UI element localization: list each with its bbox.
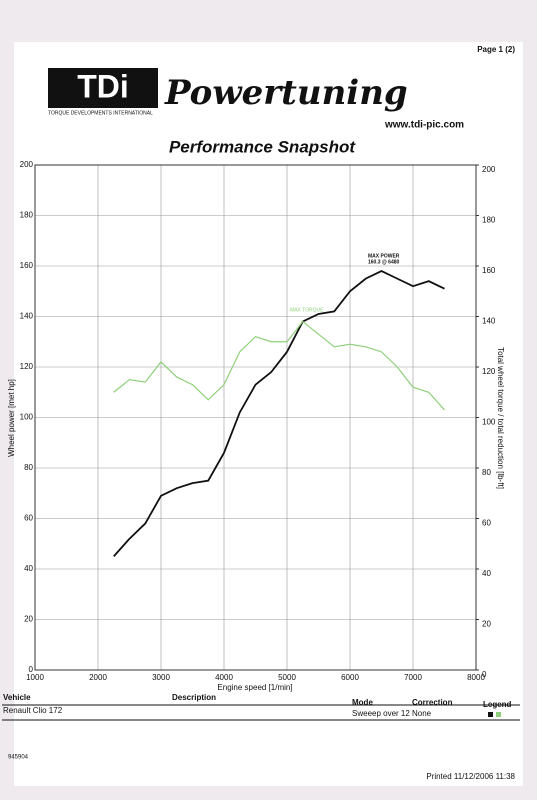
printed: Printed 11/12/2006 11:38 <box>426 772 515 781</box>
y2-tick-label: 40 <box>482 569 491 578</box>
y-tick-label: 60 <box>24 514 33 523</box>
y2-tick-label: 60 <box>482 519 491 528</box>
y-axis-label: Wheel power [met hp] <box>7 379 16 457</box>
annotation: MAX TORQUE <box>290 307 324 313</box>
y-tick-label: 20 <box>24 615 33 624</box>
y2-axis-label: Total wheel torque / total reduction [lb… <box>496 347 505 489</box>
sheet <box>14 42 523 786</box>
vehicle: Renault Clio 172 <box>3 706 63 715</box>
series-line <box>113 320 445 411</box>
y2-tick-label: 140 <box>482 317 496 326</box>
table-header: Vehicle <box>3 693 31 702</box>
company: TORQUE DEVELOPMENTS INTERNATIONAL <box>48 110 153 116</box>
y-tick-label: 200 <box>20 160 34 169</box>
legend-swatch <box>488 712 493 717</box>
y2-tick-label: 20 <box>482 620 491 629</box>
correction: None <box>412 709 432 718</box>
y-tick-label: 80 <box>24 463 33 472</box>
table-header: Mode <box>352 698 373 707</box>
logo-box <box>48 68 158 108</box>
x-tick-label: 8000 <box>467 673 485 682</box>
y2-tick-label: 200 <box>482 165 496 174</box>
logo: TDi <box>77 68 129 104</box>
x-tick-label: 4000 <box>215 673 233 682</box>
y2-tick-label: 0 <box>482 670 487 679</box>
doc-id: 945904 <box>8 755 29 761</box>
y2-tick-label: 100 <box>482 418 496 427</box>
x-tick-label: 5000 <box>278 673 296 682</box>
x-tick-label: 3000 <box>152 673 170 682</box>
y-tick-label: 100 <box>20 413 34 422</box>
x-tick-label: 1000 <box>26 673 44 682</box>
brand: Powertuning <box>164 73 408 113</box>
table-header: Legend <box>483 700 512 709</box>
x-axis-label: Engine speed [1/min] <box>217 683 292 692</box>
series-line <box>113 270 445 557</box>
mode: Sweeep over 12 <box>352 709 410 718</box>
y-tick-label: 120 <box>20 362 34 371</box>
page-number: Page 1 (2) <box>477 45 515 54</box>
y-tick-label: 160 <box>20 261 34 270</box>
chart-title: Performance Snapshot <box>169 137 356 156</box>
y2-tick-label: 80 <box>482 468 491 477</box>
table-header: Description <box>172 693 216 702</box>
y-tick-label: 0 <box>29 665 34 674</box>
legend-swatch <box>496 712 501 717</box>
table-header: Correction <box>412 698 453 707</box>
annotation: 160.3 @ 6480 <box>368 259 400 265</box>
y-tick-label: 140 <box>20 312 34 321</box>
y2-tick-label: 180 <box>482 216 496 225</box>
y-tick-label: 40 <box>24 564 33 573</box>
annotation: MAX POWER <box>368 253 400 259</box>
y2-tick-label: 160 <box>482 266 496 275</box>
x-tick-label: 7000 <box>404 673 422 682</box>
x-tick-label: 6000 <box>341 673 359 682</box>
plot-frame <box>34 164 477 671</box>
url: www.tdi-pic.com <box>384 120 464 131</box>
y-tick-label: 180 <box>20 211 34 220</box>
y2-tick-label: 120 <box>482 367 496 376</box>
x-tick-label: 2000 <box>89 673 107 682</box>
